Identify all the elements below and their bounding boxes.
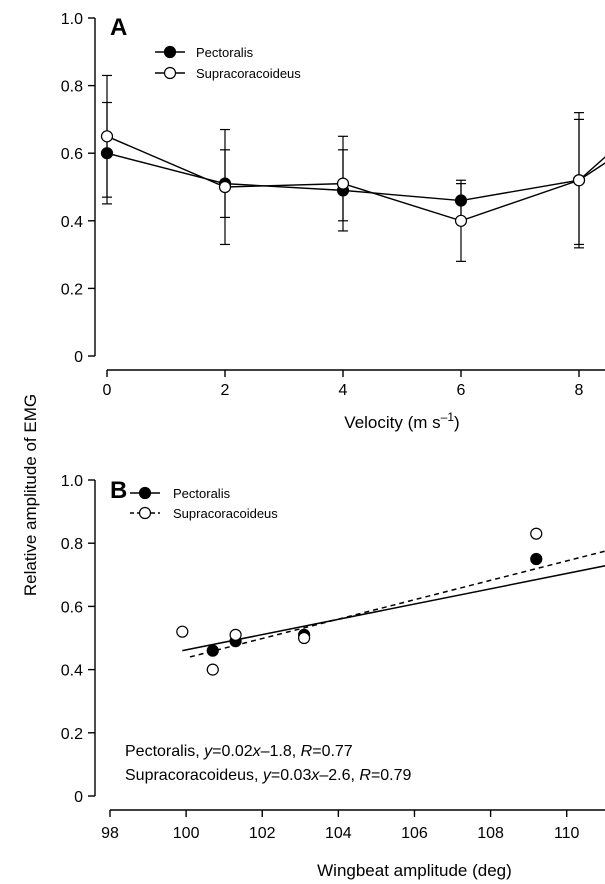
pb-regression-equation: Pectoralis, y=0.02x–1.8, R=0.77 bbox=[125, 743, 353, 760]
pb-x-tick-label: 108 bbox=[477, 825, 504, 842]
pa-y-tick-label: 0.2 bbox=[61, 281, 83, 298]
pb-y-tick-label: 1.0 bbox=[61, 473, 83, 490]
pa-y-tick-label: 0.8 bbox=[61, 79, 83, 96]
pb-supracoracoideus-data-point bbox=[206, 663, 219, 676]
pb-supracoracoideus-data-point bbox=[530, 527, 543, 540]
pb-y-tick-label: 0 bbox=[74, 789, 83, 806]
pa-supracoracoideus-data-point bbox=[218, 180, 232, 194]
pa-supracoracoideus-data-point bbox=[572, 174, 586, 187]
pa-legend-pectoralis-marker bbox=[163, 45, 177, 59]
pb-y-tick-label: 0.6 bbox=[61, 599, 83, 616]
pa-x-tick-label: 0 bbox=[103, 382, 112, 399]
pb-legend-pectoralis-label: Pectoralis bbox=[173, 486, 231, 501]
pb-supracoracoideus-fit-line bbox=[189, 550, 605, 658]
pb-pectoralis-data-point bbox=[530, 552, 543, 566]
panel-a-velocity-chart: 00.20.40.60.81.00246810Velocity (m s–1)A… bbox=[61, 11, 605, 432]
pb-legend-supracoracoideus-label: Supracoracoideus bbox=[173, 506, 278, 521]
pa-x-tick-label: 6 bbox=[457, 382, 466, 399]
pb-x-tick-label: 110 bbox=[554, 825, 580, 842]
pa-supracoracoideus-data-point bbox=[336, 177, 350, 190]
pa-legend-supracoracoideus-marker bbox=[163, 66, 177, 80]
pa-supracoracoideus-series-line bbox=[106, 135, 605, 222]
pa-y-tick-label: 0.4 bbox=[61, 214, 83, 231]
pb-legend-supracoracoideus-marker bbox=[138, 506, 152, 520]
pb-pectoralis-data-point bbox=[206, 644, 219, 657]
pb-x-tick-label: 102 bbox=[249, 825, 276, 842]
pb-legend-pectoralis-marker bbox=[138, 486, 152, 500]
pa-legend-pectoralis-label: Pectoralis bbox=[196, 45, 254, 60]
panel-b-wingbeat-chart: 00.20.40.60.81.0981001021041061081101121… bbox=[61, 473, 605, 880]
pa-pectoralis-series-line bbox=[106, 152, 605, 202]
pb-x-tick-label: 98 bbox=[101, 825, 119, 842]
pa-supracoracoideus-data-point bbox=[454, 214, 468, 227]
pb-x-tick-label: 106 bbox=[401, 825, 428, 842]
pb-y-tick-label: 0.8 bbox=[61, 536, 83, 553]
pb-x-tick-label: 104 bbox=[325, 825, 352, 842]
pb-supracoracoideus-data-point bbox=[298, 631, 311, 645]
pa-panel-letter: A bbox=[110, 14, 127, 41]
pa-x-axis-title: Velocity (m s–1) bbox=[344, 410, 459, 432]
pb-regression-equation: Supracoracoideus, y=0.03x–2.6, R=0.79 bbox=[125, 767, 412, 784]
pa-pectoralis-data-point bbox=[100, 147, 114, 160]
pb-panel-letter: B bbox=[110, 477, 127, 504]
pa-x-tick-label: 4 bbox=[339, 382, 348, 399]
pa-y-tick-label: 0 bbox=[74, 349, 83, 366]
pb-y-tick-label: 0.4 bbox=[61, 663, 83, 680]
pb-pectoralis-fit-line bbox=[182, 565, 605, 652]
pa-legend-supracoracoideus-label: Supracoracoideus bbox=[196, 66, 301, 81]
pa-y-tick-label: 0.6 bbox=[61, 146, 83, 163]
pa-x-tick-label: 2 bbox=[221, 382, 230, 399]
pa-pectoralis-data-point bbox=[454, 194, 468, 207]
shared-y-axis-label: Relative amplitude of EMG bbox=[21, 394, 40, 596]
pb-x-axis-title: Wingbeat amplitude (deg) bbox=[317, 861, 512, 880]
pa-y-tick-label: 1.0 bbox=[61, 11, 83, 28]
pb-x-tick-label: 100 bbox=[173, 825, 200, 842]
pb-supracoracoideus-data-point bbox=[229, 628, 242, 641]
pb-y-tick-label: 0.2 bbox=[61, 726, 83, 743]
pb-supracoracoideus-data-point bbox=[176, 625, 189, 638]
pa-x-tick-label: 8 bbox=[575, 382, 584, 399]
pa-supracoracoideus-data-point bbox=[100, 130, 114, 143]
